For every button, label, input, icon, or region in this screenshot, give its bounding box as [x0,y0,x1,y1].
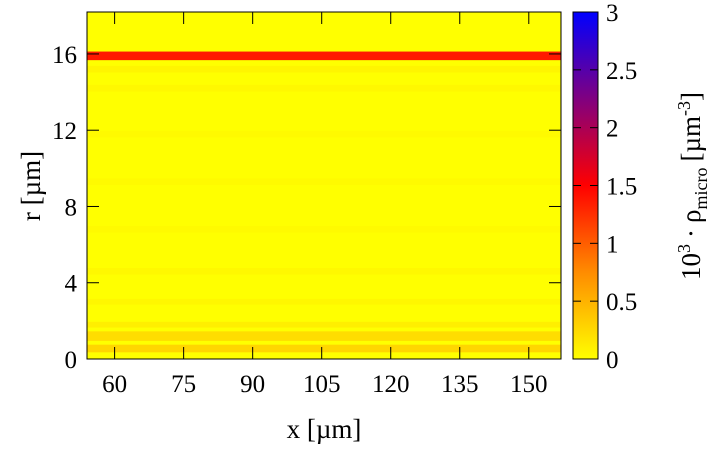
x-tick-label: 135 [441,371,479,398]
heatmap-band-7 [87,178,561,186]
heatmap-bands [87,51,561,353]
x-axis-ticks: 60 75 90 105 120 135 150 [102,12,548,398]
colorbar-label-close: ] [676,92,706,101]
x-tick-label: 75 [171,371,196,398]
y-tick-label: 16 [52,42,77,69]
heatmap-band-6 [87,226,561,233]
colorbar-tick-label: 1 [606,231,619,258]
y-axis-ticks: 0 4 8 12 16 [52,42,561,374]
heatmap-band-4 [87,298,561,305]
plot-frame [86,11,562,360]
heatmap-band-3 [87,321,561,328]
colorbar-tick-label: 3 [606,0,619,27]
colorbar-label-unit-exp: -3 [674,101,694,116]
heatmap-background [87,12,561,359]
x-axis-label: x [µm] [287,414,362,444]
colorbar-label: 103 · ρmicro [µm-3] [674,92,711,280]
x-tick-label: 120 [372,371,410,398]
y-tick-label: 0 [65,347,78,374]
colorbar-label-exp: 3 [674,244,694,253]
y-tick-label: 4 [65,271,78,298]
heatmap-band-5 [87,267,561,275]
y-tick-label: 8 [65,194,78,221]
colorbar-label-dot: · [676,229,706,238]
colorbar-label-sub: micro [691,168,711,210]
heatmap-band-2 [87,344,561,353]
colorbar-ticks: 0 0.5 1 1.5 2 2.5 3 [573,0,637,374]
colorbar-tick-label: 0.5 [606,289,637,316]
x-tick-label: 105 [303,371,341,398]
x-tick-label: 90 [240,371,265,398]
colorbar-tick-label: 0 [606,347,619,374]
y-tick-label: 12 [52,118,77,145]
heatmap-band-8 [87,130,561,138]
x-tick-label: 150 [510,371,548,398]
y-axis-label: r [µm] [16,151,46,221]
heatmap-band-1 [87,331,561,341]
x-tick-label: 60 [102,371,127,398]
colorbar-tick-label: 2.5 [606,58,637,85]
plot-area [86,11,562,360]
colorbar-tick-label: 1.5 [606,174,637,201]
heatmap-band-10 [87,65,561,73]
colorbar-label-unit: [µm [676,116,706,162]
heatmap-band-9 [87,84,561,92]
heatmap-band-0 [87,51,561,61]
colorbar: 00.511.522.53 103·ρmicro[µm-3] [572,0,711,374]
colorbar-label-rho: ρ [676,210,706,223]
colorbar-tick-label: 2 [606,116,619,143]
colorbar-label-base: 10 [676,253,706,280]
